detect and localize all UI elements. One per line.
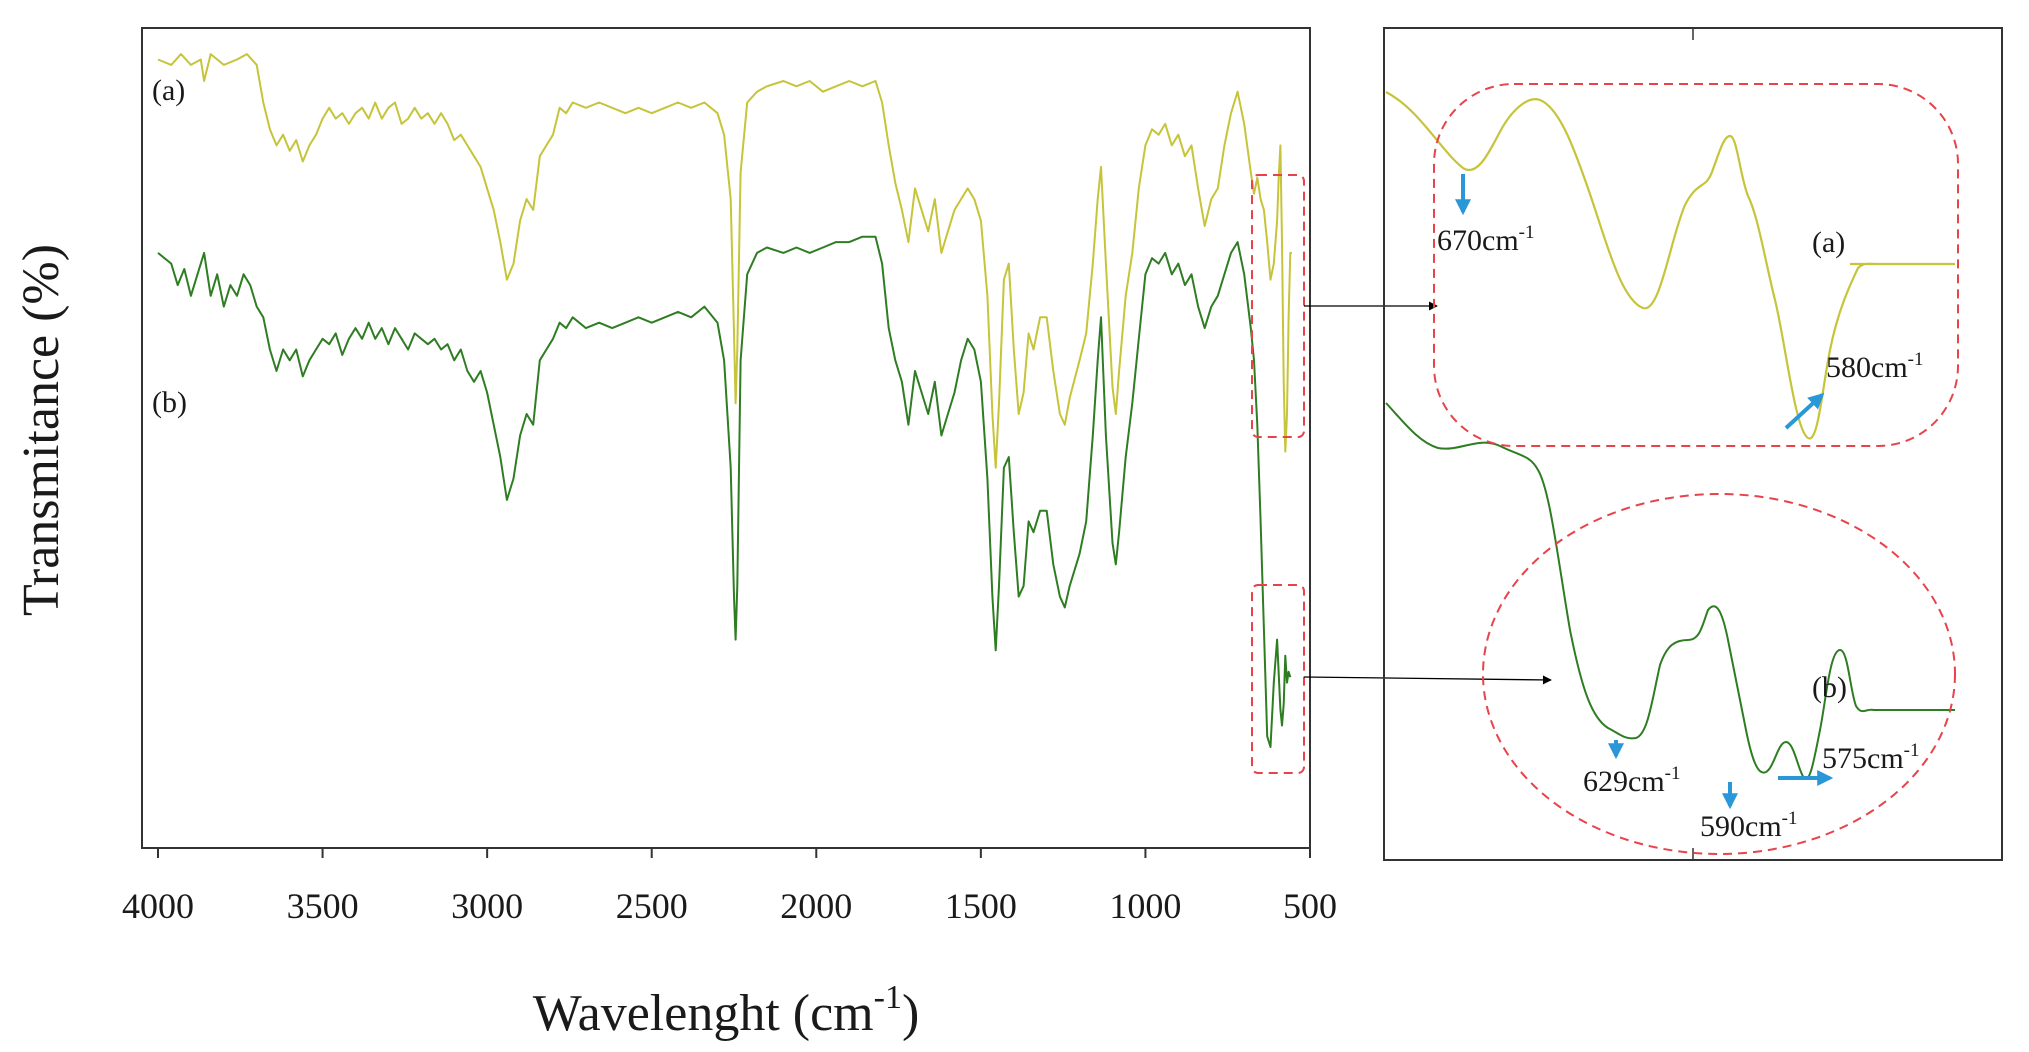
highlight-box-a [1251,174,1305,438]
inset-highlight-b [1482,493,1956,855]
main-series-group [157,53,1292,748]
series-b-label: (b) [152,386,187,419]
x-tick-label-3500: 3500 [287,886,359,926]
zoom-curve-a [1385,91,1955,440]
peak-label-670: 670cm-1 [1437,222,1534,257]
main-plot-frame [141,27,1311,849]
x-tick-label-2500: 2500 [616,886,688,926]
zoom-inset-panel: 670cm-1 580cm-1 629cm-1 590cm-1 575cm-1 … [1383,27,2003,861]
series-line-a [157,53,1292,469]
series-line-b [157,235,1292,748]
x-axis-label-close: ) [902,985,919,1042]
x-axis-label-sup: -1 [874,979,902,1016]
y-axis-label: Transmitance (%) [13,244,70,616]
inset-label-a: (a) [1812,226,1845,259]
highlight-box-b [1251,584,1305,774]
connector-arrow-b [1303,675,1552,685]
peak-label-575: 575cm-1 [1822,740,1919,775]
peak-label-580: 580cm-1 [1826,349,1923,384]
peak-label-629: 629cm-1 [1583,763,1680,798]
x-axis-label: Wavelenght (cm-1) [533,979,920,1042]
x-tick-label-500: 500 [1283,886,1337,926]
inset-highlight-a [1433,83,1959,447]
x-tick-label-1000: 1000 [1109,886,1181,926]
main-spectrum-panel: 4000 3500 3000 2500 2000 1500 1000 500 (a) (b) … [13,27,1337,1042]
peak-arrow-580 [1784,392,1825,430]
x-tick-label-2000: 2000 [780,886,852,926]
x-tick-label-3000: 3000 [451,886,523,926]
peak-label-590: 590cm-1 [1700,808,1797,843]
x-axis-label-main: Wavelenght (cm [533,985,874,1042]
inset-label-b: (b) [1812,671,1847,704]
zoom-curve-b [1385,402,1955,780]
x-tick-label-1500: 1500 [945,886,1017,926]
series-a-label: (a) [152,74,185,107]
x-tick-label-4000: 4000 [122,886,194,926]
x-axis-ticks: 4000 3500 3000 2500 2000 1500 1000 500 [122,848,1337,926]
